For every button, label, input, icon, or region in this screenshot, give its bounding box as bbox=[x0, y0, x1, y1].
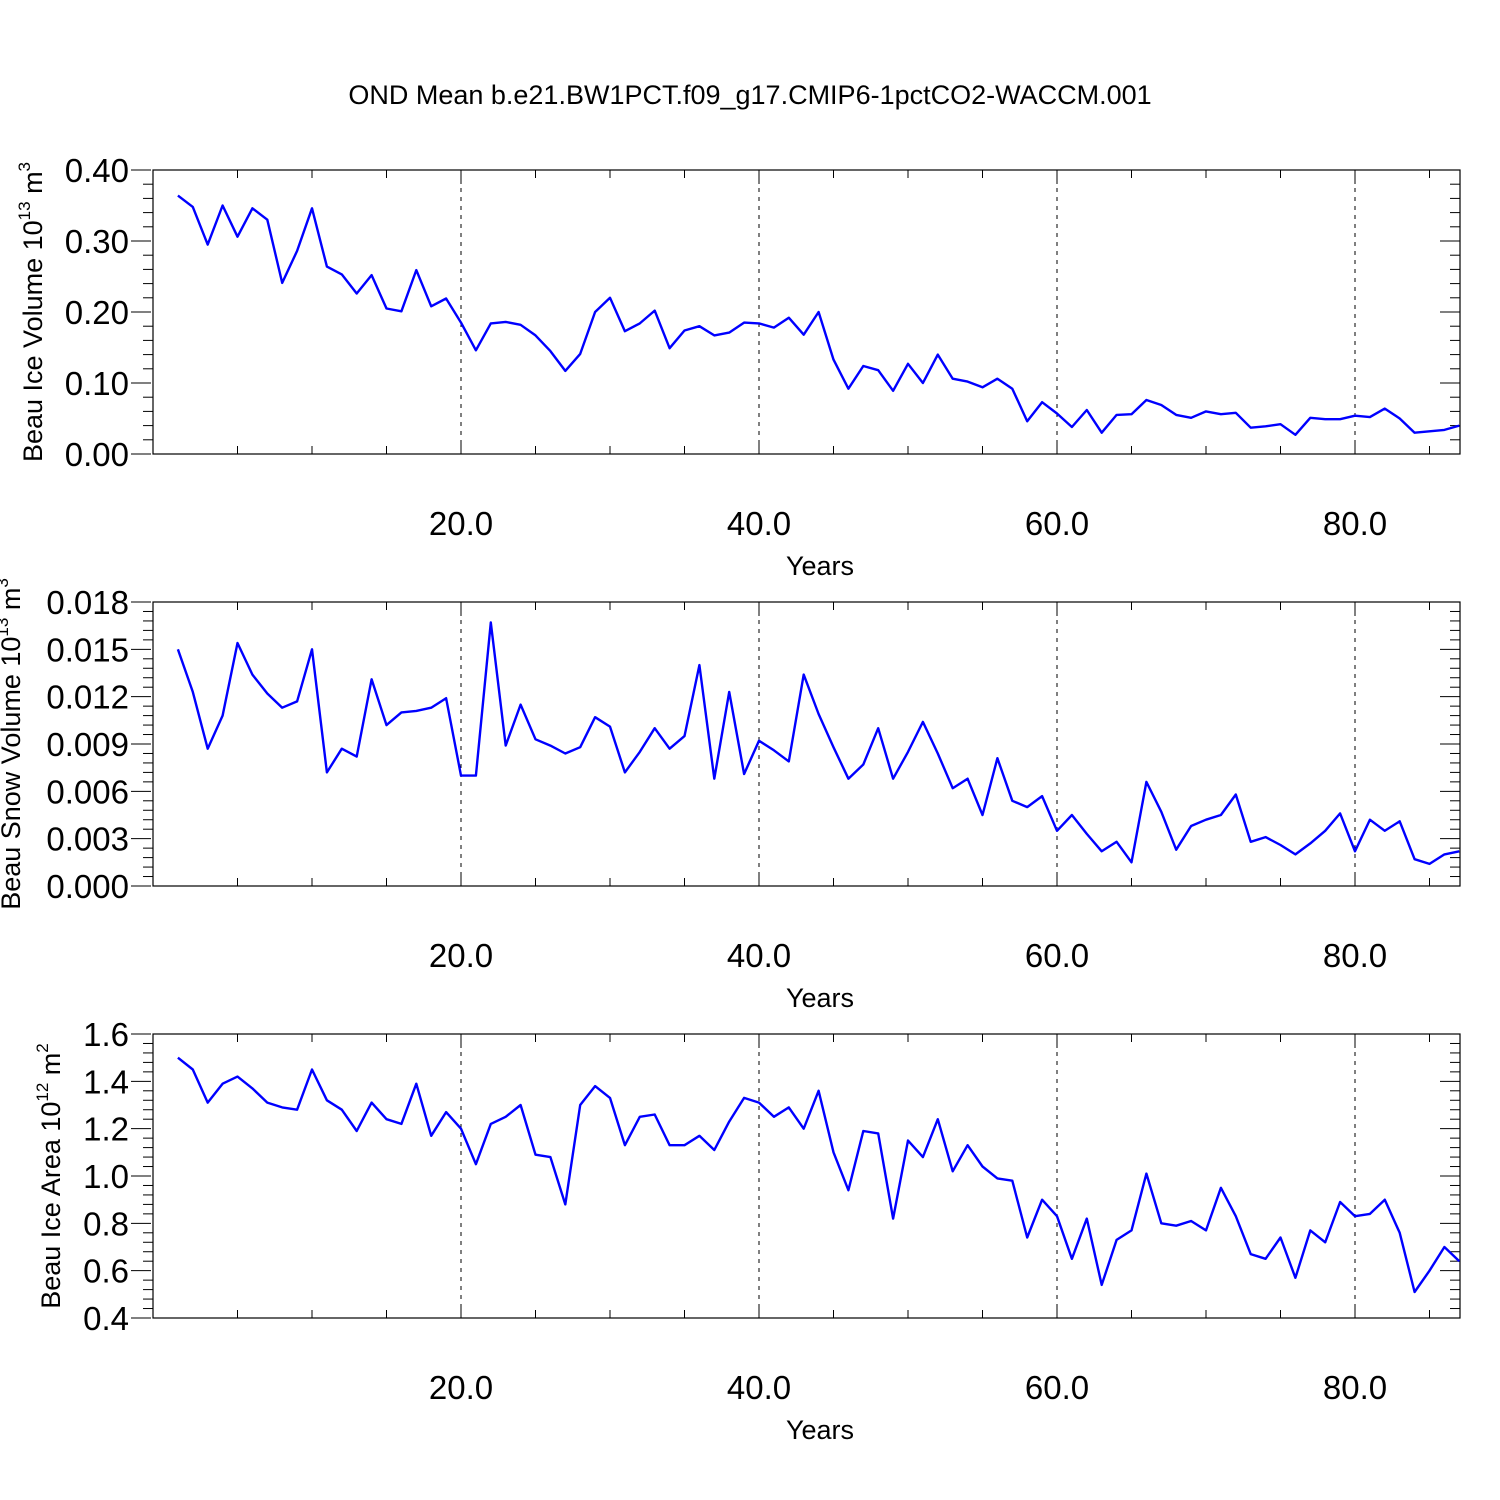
y-tick-label: 0.012 bbox=[46, 679, 129, 716]
x-axis-label: Years bbox=[786, 983, 854, 1013]
y-tick-label: 0.00 bbox=[65, 436, 129, 473]
x-tick-label: 60.0 bbox=[1025, 505, 1089, 542]
x-tick-label: 60.0 bbox=[1025, 1369, 1089, 1406]
y-tick-label: 0.000 bbox=[46, 868, 129, 905]
series-line bbox=[177, 1056, 1461, 1294]
plot-frame bbox=[152, 601, 1461, 887]
y-axis-label: Beau Snow Volume 1013 m3 bbox=[0, 578, 26, 910]
x-tick-label: 40.0 bbox=[727, 1369, 791, 1406]
series-line bbox=[176, 621, 1460, 866]
y-tick-label: 0.003 bbox=[46, 821, 129, 858]
y-tick-label: 0.30 bbox=[65, 223, 129, 260]
y-axis-label: Beau Ice Area 1012 m2 bbox=[33, 1043, 66, 1309]
y-tick-label: 0.015 bbox=[46, 631, 129, 668]
panel-ice-volume: 0.00 0.10 0.20 0.30 0.40 20.0 40.0 60.0 80.0 Year… bbox=[15, 152, 1461, 581]
x-tick-label: 80.0 bbox=[1323, 937, 1387, 974]
series-line bbox=[177, 194, 1460, 436]
y-tick-label: 0.4 bbox=[83, 1300, 129, 1337]
y-tick-label: 0.006 bbox=[46, 773, 129, 810]
y-tick-label: 0.10 bbox=[65, 365, 129, 402]
x-axis-label: Years bbox=[786, 1415, 854, 1445]
y-tick-label: 0.20 bbox=[65, 294, 129, 331]
figure-title: OND Mean b.e21.BW1PCT.f09_g17.CMIP6-1pct… bbox=[348, 80, 1152, 110]
x-tick-label: 40.0 bbox=[727, 937, 791, 974]
y-tick-label: 0.8 bbox=[83, 1205, 129, 1242]
plot-frame bbox=[152, 1033, 1461, 1319]
y-tick-label: 1.0 bbox=[83, 1158, 129, 1195]
y-axis-label: Beau Ice Volume 1013 m3 bbox=[15, 162, 48, 462]
x-tick-label: 60.0 bbox=[1025, 937, 1089, 974]
x-tick-label: 80.0 bbox=[1323, 1369, 1387, 1406]
y-tick-label: 1.6 bbox=[83, 1016, 129, 1053]
y-tick-label: 0.018 bbox=[46, 584, 129, 621]
panel-ice-area: 0.4 0.6 0.8 1.0 1.2 1.4 1.6 20.0 40.0 60.0 80.0 Yea… bbox=[33, 1016, 1461, 1445]
x-axis-label: Years bbox=[786, 551, 854, 581]
x-tick-label: 40.0 bbox=[727, 505, 791, 542]
x-tick-label: 80.0 bbox=[1323, 505, 1387, 542]
panel-snow-volume: 0.000 0.003 0.006 0.009 0.012 0.015 0.018 20.0 4… bbox=[0, 578, 1461, 1013]
y-tick-label: 1.4 bbox=[83, 1063, 129, 1100]
x-tick-label: 20.0 bbox=[429, 937, 493, 974]
y-tick-label: 0.6 bbox=[83, 1253, 129, 1290]
y-tick-label: 1.2 bbox=[83, 1111, 129, 1148]
plot-frame bbox=[152, 169, 1461, 455]
x-tick-label: 20.0 bbox=[429, 1369, 493, 1406]
y-tick-label: 0.40 bbox=[65, 152, 129, 189]
y-tick-label: 0.009 bbox=[46, 726, 129, 763]
x-tick-label: 20.0 bbox=[429, 505, 493, 542]
